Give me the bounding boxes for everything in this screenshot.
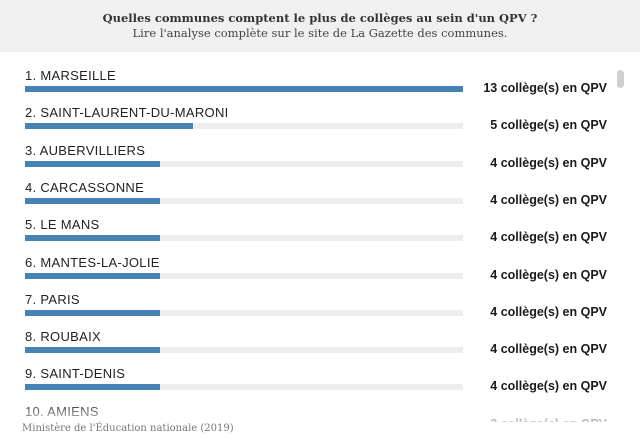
bar-row: 5. LE MANS 4 collège(s) en QPV <box>0 201 616 244</box>
value-label: 4 collège(s) en QPV <box>490 230 607 244</box>
bar <box>25 309 160 316</box>
category-label: 4. CARCASSONNE <box>25 179 145 195</box>
value-number: 4 <box>490 379 498 394</box>
category-label: 6. MANTES-LA-JOLIE <box>25 254 160 270</box>
value-unit: collège(s) en QPV <box>497 267 607 282</box>
bar-track <box>25 86 463 92</box>
value-unit: collège(s) en QPV <box>497 304 607 319</box>
value-number: 4 <box>490 230 498 245</box>
value-label: 4 collège(s) en QPV <box>490 156 607 170</box>
value-label: 4 collège(s) en QPV <box>490 305 607 319</box>
value-number: 4 <box>490 155 498 170</box>
bar-list[interactable]: 1. MARSEILLE 13 collège(s) en QPV 2. SAINT… <box>0 52 616 422</box>
category-label: 5. LE MANS <box>25 217 100 233</box>
bar-row: 1. MARSEILLE 13 collège(s) en QPV <box>0 52 616 95</box>
bar <box>25 197 160 204</box>
value-label: 5 collège(s) en QPV <box>490 118 607 132</box>
bar-row: 7. PARIS 4 collège(s) en QPV <box>0 276 616 319</box>
value-number: 5 <box>490 118 498 133</box>
bar-row: 10. AMIENS 3 collège(s) en QPV <box>0 388 616 422</box>
bar <box>25 384 160 391</box>
bar <box>25 347 160 354</box>
value-number: 4 <box>490 304 498 319</box>
bar-track <box>25 309 463 316</box>
value-label: 4 collège(s) en QPV <box>490 379 607 393</box>
category-label: 3. AUBERVILLIERS <box>25 142 146 158</box>
bar-track <box>25 235 463 242</box>
value-number: 4 <box>490 342 498 357</box>
category-label: 7. PARIS <box>25 291 80 307</box>
value-label: 13 collège(s) en QPV <box>483 81 607 95</box>
bar-track <box>25 123 463 130</box>
bar-row: 9. SAINT-DENIS 4 collège(s) en QPV <box>0 350 616 393</box>
value-number: 13 <box>483 81 498 95</box>
chart-title: Quelles communes comptent le plus de col… <box>102 11 538 25</box>
bar-row: 3. AUBERVILLIERS 4 collège(s) en QPV <box>0 127 616 170</box>
value-unit: collège(s) en QPV <box>497 342 607 357</box>
category-label: 8. ROUBAIX <box>25 329 101 345</box>
bar <box>25 86 463 92</box>
bar-track <box>25 160 463 167</box>
value-unit: collège(s) en QPV <box>497 379 607 394</box>
category-label: 9. SAINT-DENIS <box>25 366 126 382</box>
bar <box>25 160 160 167</box>
category-label: 1. MARSEILLE <box>25 68 117 83</box>
bar-track <box>25 272 463 279</box>
bar <box>25 272 160 279</box>
value-unit: collège(s) en QPV <box>497 230 607 245</box>
value-number: 4 <box>490 267 498 282</box>
value-unit: collège(s) en QPV <box>497 192 607 207</box>
value-unit: collège(s) en QPV <box>497 417 607 422</box>
bar-row: 2. SAINT-LAURENT-DU-MARONI 5 collège(s) e… <box>0 89 616 132</box>
value-label: 4 collège(s) en QPV <box>490 342 607 356</box>
bar-row: 6. MANTES-LA-JOLIE 4 collège(s) en QPV <box>0 239 616 282</box>
bar-track <box>25 197 463 204</box>
source-note: Ministère de l'Éducation nationale (2019… <box>22 423 234 434</box>
chart-header: Quelles communes comptent le plus de col… <box>0 0 640 52</box>
value-label: 3 collège(s) en QPV <box>490 417 607 422</box>
chart-subtitle: Lire l'analyse complète sur le site de L… <box>132 26 508 40</box>
bar-row: 8. ROUBAIX 4 collège(s) en QPV <box>0 313 616 356</box>
value-unit: collège(s) en QPV <box>497 81 607 95</box>
value-label: 4 collège(s) en QPV <box>490 268 607 282</box>
value-label: 4 collège(s) en QPV <box>490 193 607 207</box>
scrollbar-thumb[interactable] <box>617 70 624 88</box>
value-unit: collège(s) en QPV <box>497 118 607 133</box>
category-label: 2. SAINT-LAURENT-DU-MARONI <box>25 105 229 121</box>
bar <box>25 235 160 242</box>
value-number: 4 <box>490 192 498 207</box>
scrollbar[interactable] <box>617 68 625 424</box>
category-label: 10. AMIENS <box>25 403 99 419</box>
value-unit: collège(s) en QPV <box>497 155 607 170</box>
bar-row: 4. CARCASSONNE 4 collège(s) en QPV <box>0 164 616 207</box>
bar-track <box>25 347 463 354</box>
bar-track <box>25 384 463 391</box>
bar <box>25 123 194 130</box>
